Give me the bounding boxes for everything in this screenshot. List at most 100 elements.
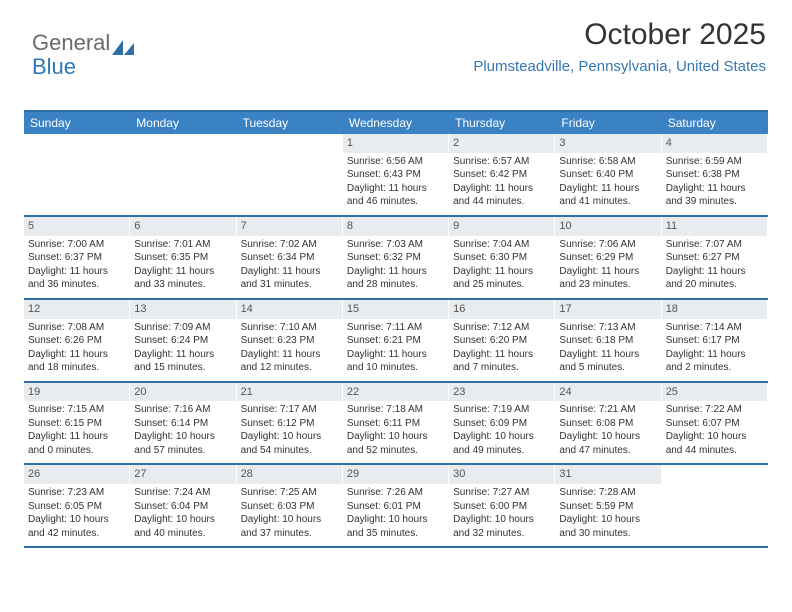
sunset-text: Sunset: 6:27 PM (666, 251, 763, 265)
day-cell: 20Sunrise: 7:16 AMSunset: 6:14 PMDayligh… (130, 383, 236, 464)
day-cell: 15Sunrise: 7:11 AMSunset: 6:21 PMDayligh… (343, 300, 449, 381)
daylight-text: Daylight: 10 hours and 30 minutes. (559, 513, 656, 540)
sunrise-text: Sunrise: 7:25 AM (241, 486, 338, 500)
day-cell: 30Sunrise: 7:27 AMSunset: 6:00 PMDayligh… (449, 465, 555, 546)
day-cell: 1Sunrise: 6:56 AMSunset: 6:43 PMDaylight… (343, 134, 449, 215)
sunrise-text: Sunrise: 7:11 AM (347, 321, 444, 335)
day-number: 26 (24, 465, 129, 484)
day-body: Sunrise: 7:04 AMSunset: 6:30 PMDaylight:… (449, 236, 554, 298)
day-number: 1 (343, 134, 448, 153)
day-number: 6 (130, 217, 235, 236)
day-number: 7 (237, 217, 342, 236)
day-cell: 9Sunrise: 7:04 AMSunset: 6:30 PMDaylight… (449, 217, 555, 298)
daylight-text: Daylight: 11 hours and 5 minutes. (559, 348, 656, 375)
day-cell: 11Sunrise: 7:07 AMSunset: 6:27 PMDayligh… (662, 217, 768, 298)
daylight-text: Daylight: 11 hours and 31 minutes. (241, 265, 338, 292)
day-body: Sunrise: 7:25 AMSunset: 6:03 PMDaylight:… (237, 484, 342, 546)
day-body: Sunrise: 6:57 AMSunset: 6:42 PMDaylight:… (449, 153, 554, 215)
day-number: 20 (130, 383, 235, 402)
day-body: Sunrise: 6:56 AMSunset: 6:43 PMDaylight:… (343, 153, 448, 215)
day-cell (130, 134, 236, 215)
sunset-text: Sunset: 6:12 PM (241, 417, 338, 431)
sunset-text: Sunset: 6:42 PM (453, 168, 550, 182)
day-cell: 24Sunrise: 7:21 AMSunset: 6:08 PMDayligh… (555, 383, 661, 464)
day-body: Sunrise: 7:28 AMSunset: 5:59 PMDaylight:… (555, 484, 660, 546)
day-body: Sunrise: 7:11 AMSunset: 6:21 PMDaylight:… (343, 319, 448, 381)
day-number: 27 (130, 465, 235, 484)
week-row: 5 Sunrise: 7:00 AMSunset: 6:37 PM Daylight… (24, 217, 768, 300)
daylight-text: Daylight: 11 hours and 44 minutes. (453, 182, 550, 209)
day-body: Sunrise: 7:08 AMSunset: 6:26 PMDaylight:… (24, 319, 129, 381)
week-row: 1Sunrise: 6:56 AMSunset: 6:43 PMDaylight… (24, 134, 768, 217)
sunrise-text: Sunrise: 7:19 AM (453, 403, 550, 417)
day-cell: 31Sunrise: 7:28 AMSunset: 5:59 PMDayligh… (555, 465, 661, 546)
day-number: 19 (24, 383, 129, 402)
sunset-text: Sunset: 6:24 PM (134, 334, 231, 348)
day-body (24, 152, 129, 160)
day-body: Sunrise: 7:24 AMSunset: 6:04 PMDaylight:… (130, 484, 235, 546)
daylight-text: Daylight: 11 hours and 15 minutes. (134, 348, 231, 375)
day-body: Sunrise: 7:12 AMSunset: 6:20 PMDaylight:… (449, 319, 554, 381)
day-number: 25 (662, 383, 767, 402)
day-cell: 19Sunrise: 7:15 AMSunset: 6:15 PMDayligh… (24, 383, 130, 464)
daylight-text: Daylight: 11 hours and 23 minutes. (559, 265, 656, 292)
sunrise-text: Sunrise: 7:17 AM (241, 403, 338, 417)
day-cell: 22Sunrise: 7:18 AMSunset: 6:11 PMDayligh… (343, 383, 449, 464)
day-header-wednesday: Wednesday (343, 112, 449, 134)
sunrise-text: Sunrise: 7:26 AM (347, 486, 444, 500)
sunset-text: Sunset: 5:59 PM (559, 500, 656, 514)
sunset-text: Sunset: 6:43 PM (347, 168, 444, 182)
sunrise-text: Sunrise: 7:07 AM (666, 238, 763, 252)
sunrise-text: Sunrise: 7:14 AM (666, 321, 763, 335)
sunset-text: Sunset: 6:04 PM (134, 500, 231, 514)
day-number: 22 (343, 383, 448, 402)
day-number: 5 (24, 217, 129, 236)
day-body: Sunrise: 7:10 AMSunset: 6:23 PMDaylight:… (237, 319, 342, 381)
sunrise-text: Sunrise: 7:09 AM (134, 321, 231, 335)
logo-sail-icon (112, 35, 134, 51)
day-number: 18 (662, 300, 767, 319)
day-number: 23 (449, 383, 554, 402)
day-body: Sunrise: 6:59 AMSunset: 6:38 PMDaylight:… (662, 153, 767, 215)
logo: General Blue (32, 30, 134, 56)
day-cell: 21Sunrise: 7:17 AMSunset: 6:12 PMDayligh… (237, 383, 343, 464)
sunset-text: Sunset: 6:07 PM (666, 417, 763, 431)
sunrise-text: Sunrise: 7:10 AM (241, 321, 338, 335)
day-body: Sunrise: 7:26 AMSunset: 6:01 PMDaylight:… (343, 484, 448, 546)
sunset-text: Sunset: 6:30 PM (453, 251, 550, 265)
day-number (24, 134, 129, 152)
sunset-text: Sunset: 6:08 PM (559, 417, 656, 431)
day-body (237, 152, 342, 160)
sunset-text: Sunset: 6:11 PM (347, 417, 444, 431)
day-number: 15 (343, 300, 448, 319)
day-body: Sunrise: 7:21 AMSunset: 6:08 PMDaylight:… (555, 401, 660, 463)
day-number: 13 (130, 300, 235, 319)
sunset-text: Sunset: 6:32 PM (347, 251, 444, 265)
day-cell: 16Sunrise: 7:12 AMSunset: 6:20 PMDayligh… (449, 300, 555, 381)
sunset-text: Sunset: 6:37 PM (28, 251, 125, 265)
day-body: Sunrise: 7:09 AMSunset: 6:24 PMDaylight:… (130, 319, 235, 381)
day-header-tuesday: Tuesday (237, 112, 343, 134)
month-title: October 2025 (473, 18, 766, 52)
day-number: 12 (24, 300, 129, 319)
day-number: 11 (662, 217, 767, 236)
daylight-text: Daylight: 10 hours and 57 minutes. (134, 430, 231, 457)
daylight-text: Daylight: 11 hours and 10 minutes. (347, 348, 444, 375)
day-number: 16 (449, 300, 554, 319)
day-number: 24 (555, 383, 660, 402)
sunrise-text: Sunrise: 7:00 AM (28, 238, 125, 252)
logo-text-blue: Blue (32, 54, 76, 79)
sunrise-text: Sunrise: 7:12 AM (453, 321, 550, 335)
day-headers-row: Sunday Monday Tuesday Wednesday Thursday… (24, 112, 768, 134)
sunrise-text: Sunrise: 7:01 AM (134, 238, 231, 252)
day-number: 2 (449, 134, 554, 153)
sunrise-text: Sunrise: 7:04 AM (453, 238, 550, 252)
day-cell: 4Sunrise: 6:59 AMSunset: 6:38 PMDaylight… (662, 134, 768, 215)
sunset-text: Sunset: 6:20 PM (453, 334, 550, 348)
sunset-text: Sunset: 6:40 PM (559, 168, 656, 182)
daylight-text: Daylight: 11 hours and 33 minutes. (134, 265, 231, 292)
day-cell: 23Sunrise: 7:19 AMSunset: 6:09 PMDayligh… (449, 383, 555, 464)
sunset-text: Sunset: 6:17 PM (666, 334, 763, 348)
sunset-text: Sunset: 6:00 PM (453, 500, 550, 514)
sunset-text: Sunset: 6:14 PM (134, 417, 231, 431)
